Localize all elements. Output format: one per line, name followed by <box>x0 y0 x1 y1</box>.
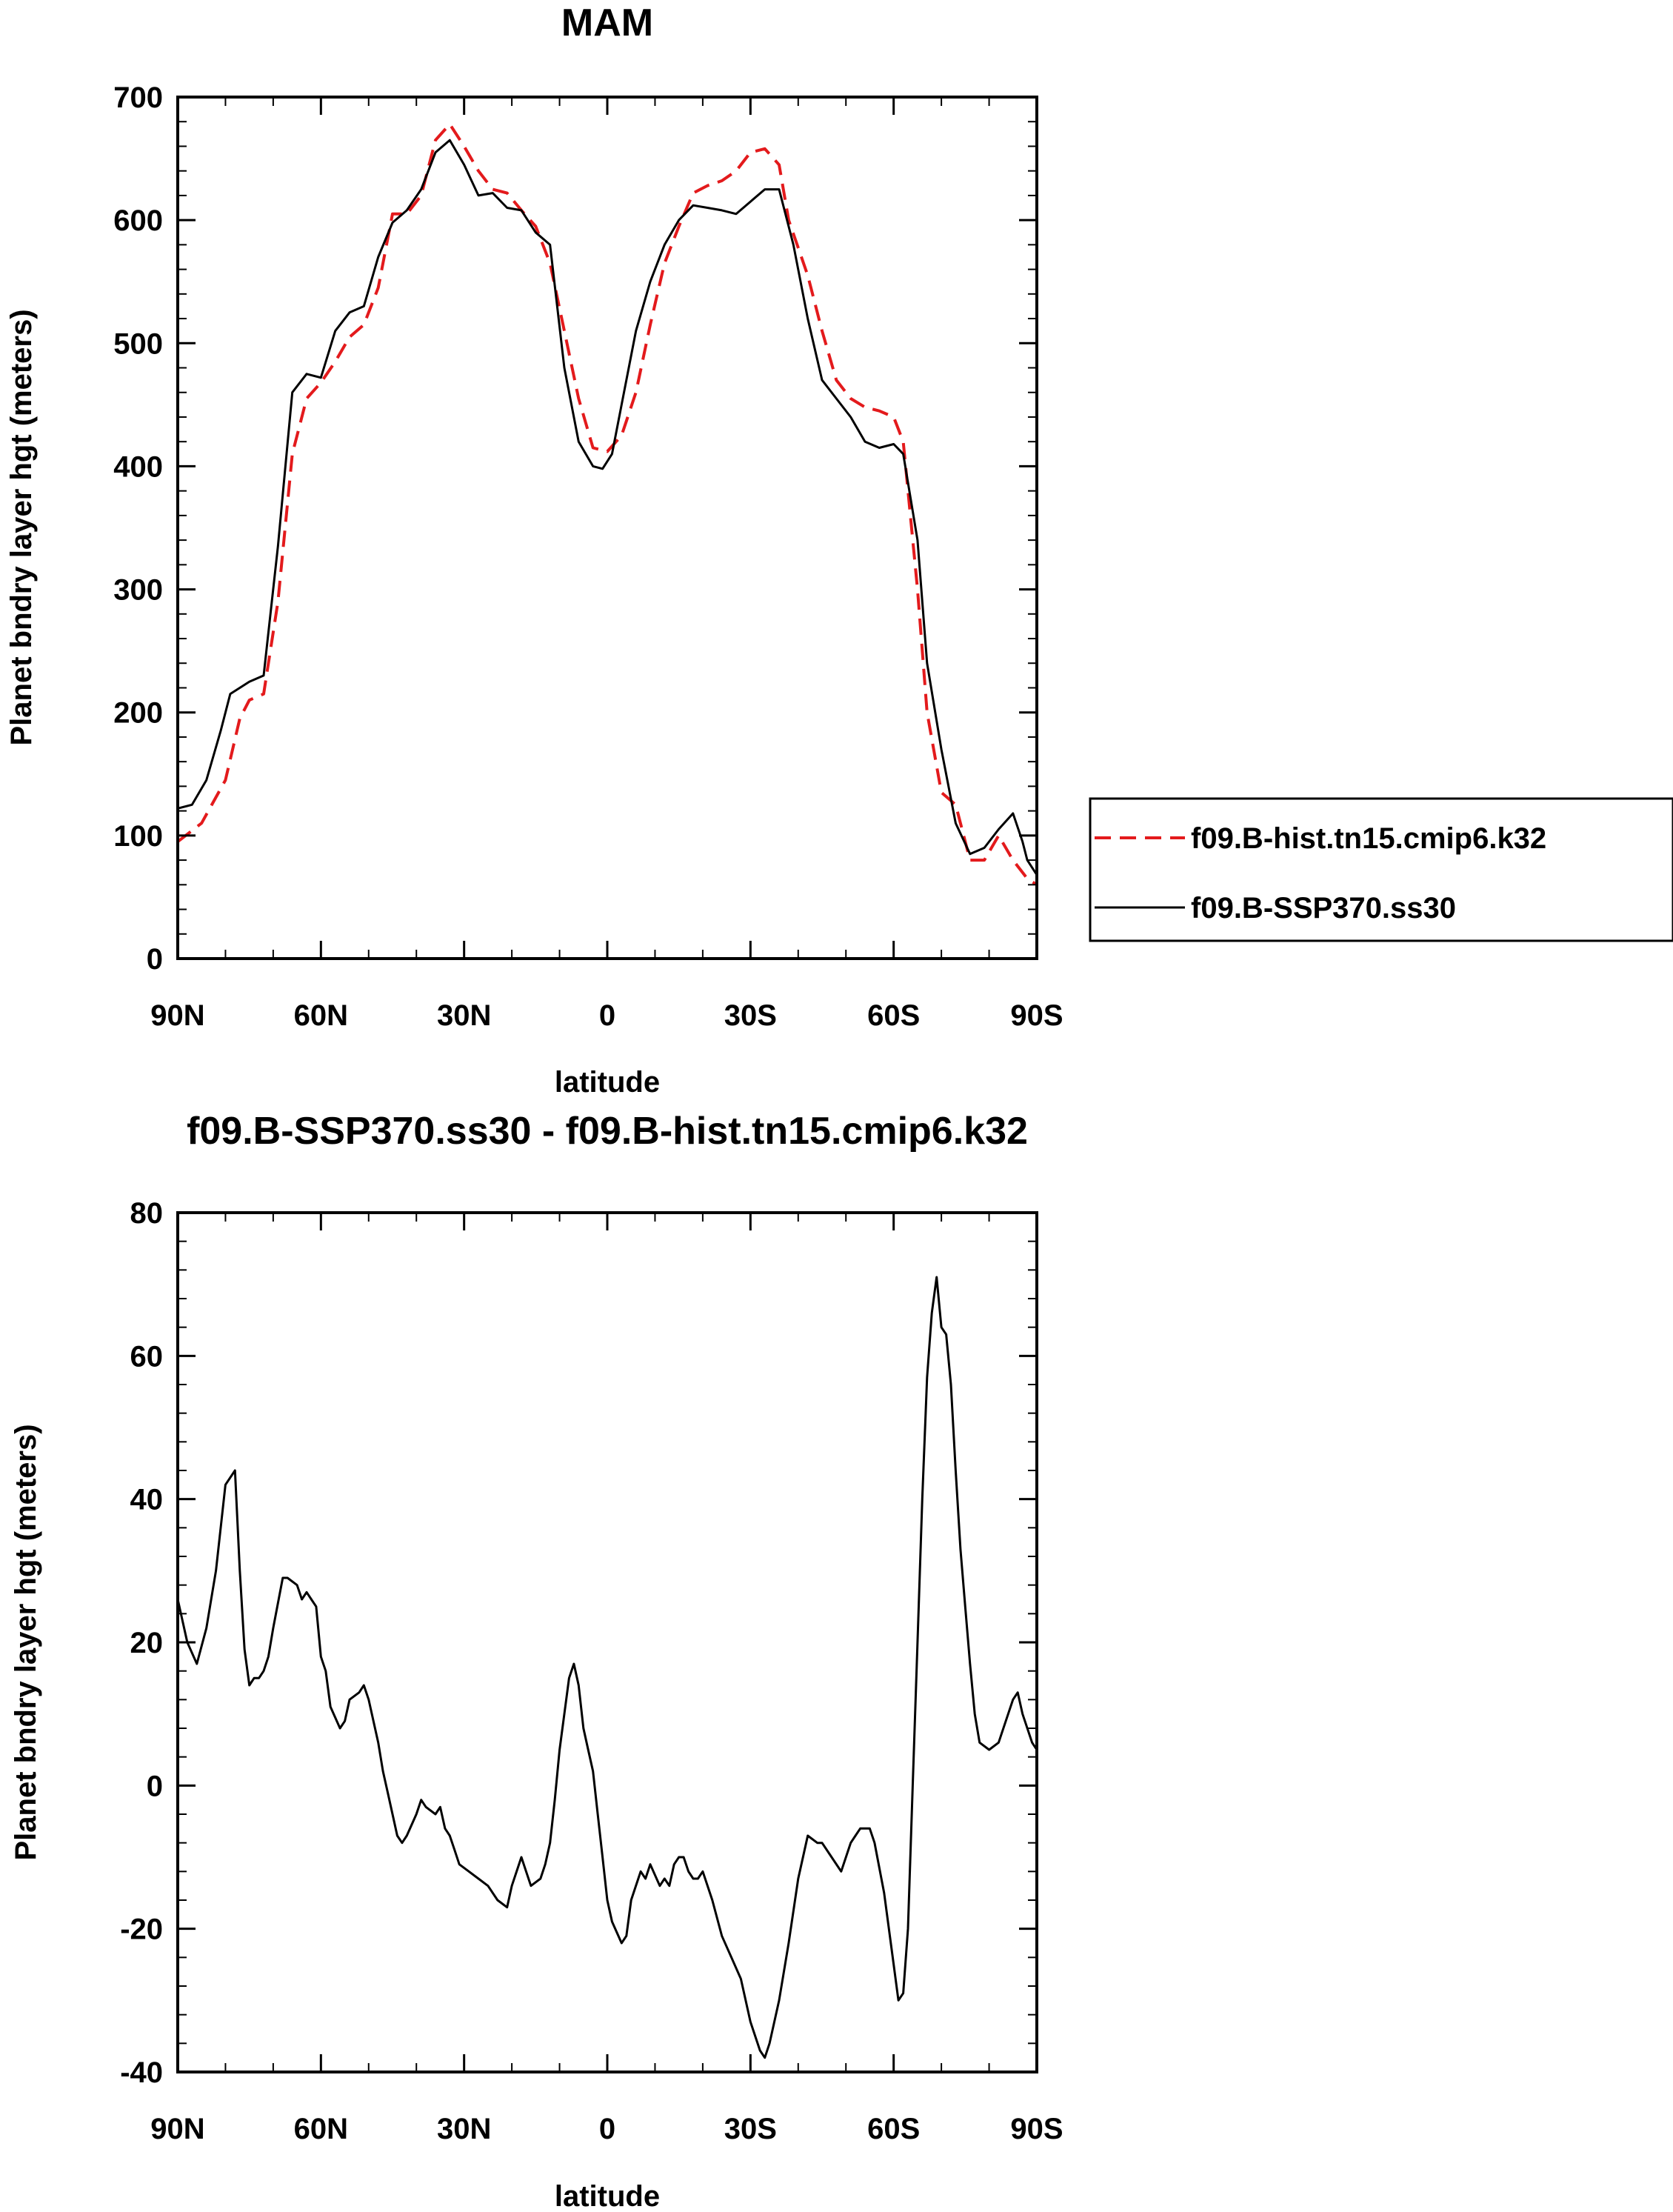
legend: f09.B-hist.tn15.cmip6.k32 f09.B-SSP370.s… <box>1089 797 1673 942</box>
top-x-tick-label: 30N <box>437 999 491 1032</box>
bottom-x-axis-label: latitude <box>555 2180 660 2212</box>
top-chart-panel: MAM 0 100 200 300 400 500 600 700 90N 60N 30N 0 30S 6… <box>5 1 1063 1099</box>
legend-box <box>1089 797 1673 942</box>
bottom-x-tick-label: 90S <box>1010 2113 1063 2145</box>
bottom-y-tick-label: 20 <box>130 1627 164 1659</box>
top-x-tick-label: 60S <box>867 999 920 1032</box>
top-series-line-0 <box>176 122 1038 886</box>
top-chart-title: MAM <box>561 1 653 44</box>
top-y-tick-label: 100 <box>113 820 163 853</box>
top-y-tick-label: 600 <box>113 204 163 237</box>
legend-label-ssp370: f09.B-SSP370.ss30 <box>1191 892 1456 925</box>
top-y-axis-label: Planet bndry layer hgt (meters) <box>5 309 38 745</box>
bottom-y-tick-label: -20 <box>120 1913 163 1946</box>
top-y-tick-label: 500 <box>113 327 163 360</box>
bottom-y-axis-label: Planet bndry layer hgt (meters) <box>10 1424 42 1860</box>
bottom-x-tick-label: 60S <box>867 2113 920 2145</box>
top-plot-frame <box>176 96 1038 960</box>
bottom-series-line-0 <box>176 1276 1038 2059</box>
top-x-tick-label: 60N <box>294 999 348 1032</box>
bottom-x-tick-label: 90N <box>150 2113 204 2145</box>
bottom-y-tick-label: 0 <box>147 1770 163 1802</box>
top-x-axis-label: latitude <box>555 1066 660 1099</box>
top-y-tick-label: 700 <box>113 81 163 114</box>
bottom-y-tick-label: 60 <box>130 1340 164 1373</box>
top-x-tick-label: 90S <box>1010 999 1063 1032</box>
top-x-tick-label: 30S <box>724 999 777 1032</box>
bottom-chart-panel: f09.B-SSP370.ss30 - f09.B-hist.tn15.cmip… <box>10 1110 1063 2212</box>
top-y-tick-label: 200 <box>113 697 163 730</box>
top-y-tick-label: 400 <box>113 450 163 483</box>
bottom-y-tick-label: -40 <box>120 2056 163 2089</box>
bottom-x-tick-label: 60N <box>294 2113 348 2145</box>
bottom-y-tick-label: 40 <box>130 1484 164 1516</box>
top-x-tick-label: 90N <box>150 999 204 1032</box>
top-series-line-1 <box>177 139 1038 876</box>
legend-label-hist: f09.B-hist.tn15.cmip6.k32 <box>1191 822 1546 855</box>
bottom-x-tick-label: 0 <box>599 2113 615 2145</box>
bottom-x-tick-label: 30S <box>724 2113 777 2145</box>
bottom-x-tick-label: 30N <box>437 2113 491 2145</box>
top-y-tick-label: 0 <box>147 943 163 976</box>
bottom-y-tick-label: 80 <box>130 1197 164 1230</box>
top-y-tick-label: 300 <box>113 574 163 607</box>
bottom-chart-title: f09.B-SSP370.ss30 - f09.B-hist.tn15.cmip… <box>187 1110 1028 1153</box>
top-x-tick-label: 0 <box>599 999 615 1032</box>
